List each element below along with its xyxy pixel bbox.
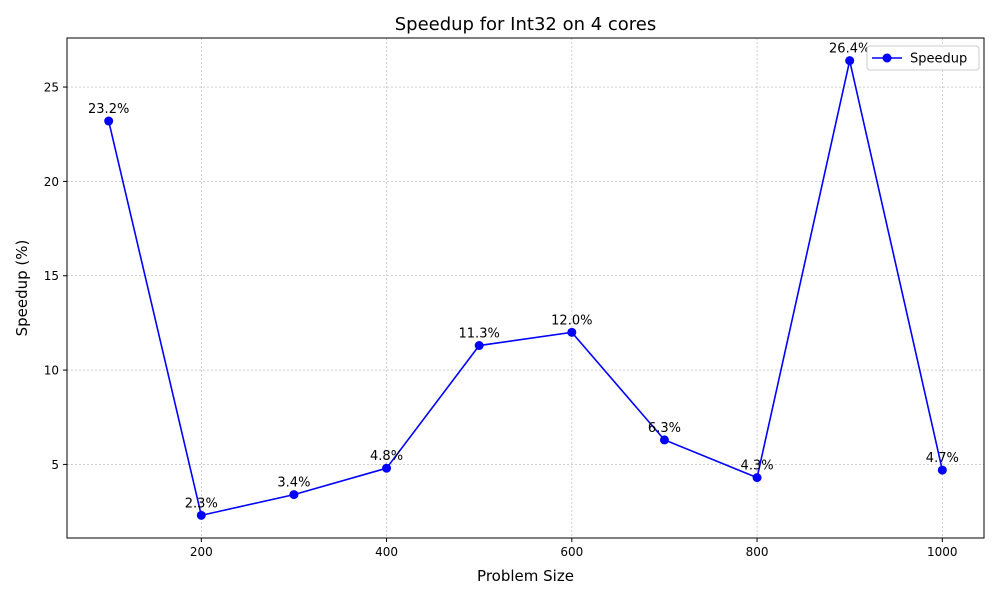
x-axis-label: Problem Size [477, 567, 574, 585]
chart-title: Speedup for Int32 on 4 cores [395, 14, 657, 35]
grid [67, 38, 984, 538]
data-point [845, 56, 855, 66]
data-label: 4.3% [741, 459, 774, 474]
data-label: 4.8% [370, 449, 403, 464]
series-line [107, 60, 944, 517]
data-point [659, 435, 669, 445]
data-point [382, 463, 392, 473]
data-point [196, 510, 206, 520]
legend-entry-speedup: Speedup [910, 52, 967, 67]
data-label: 23.2% [88, 102, 129, 117]
series-speedup [104, 56, 947, 520]
data-point [937, 465, 947, 475]
data-point [567, 327, 577, 337]
x-tick-label: 200 [190, 545, 213, 559]
data-point [474, 341, 484, 351]
data-point [752, 473, 762, 483]
legend-marker-icon [882, 53, 892, 63]
data-label: 12.0% [551, 313, 592, 328]
x-tick-label: 600 [560, 545, 583, 559]
axes: 200 400 600 800 1000 5 10 15 20 25 [44, 37, 985, 559]
data-labels: 23.2% 2.3% 3.4% 4.8% 11.3% 12.0% 6.3% 4.3% 26.4%… [88, 42, 959, 512]
data-point [289, 490, 299, 500]
data-label: 4.7% [926, 451, 959, 466]
y-tick-label: 25 [44, 81, 59, 95]
plot-frame [66, 37, 985, 539]
y-tick-label: 10 [44, 364, 59, 378]
data-label: 2.3% [185, 496, 218, 511]
x-tick-label: 400 [375, 545, 398, 559]
data-label: 3.4% [277, 476, 310, 491]
y-tick-label: 5 [51, 458, 59, 472]
y-tick-label: 15 [44, 269, 59, 283]
data-label: 11.3% [459, 327, 500, 342]
y-tick-label: 20 [44, 175, 59, 189]
data-label: 26.4% [829, 42, 870, 57]
legend: Speedup [866, 45, 980, 71]
legend-box [866, 45, 980, 71]
y-axis-label: Speedup (%) [13, 240, 31, 337]
data-label: 6.3% [648, 421, 681, 436]
x-tick-label: 1000 [927, 545, 958, 559]
data-point [104, 116, 114, 126]
x-tick-label: 800 [746, 545, 769, 559]
